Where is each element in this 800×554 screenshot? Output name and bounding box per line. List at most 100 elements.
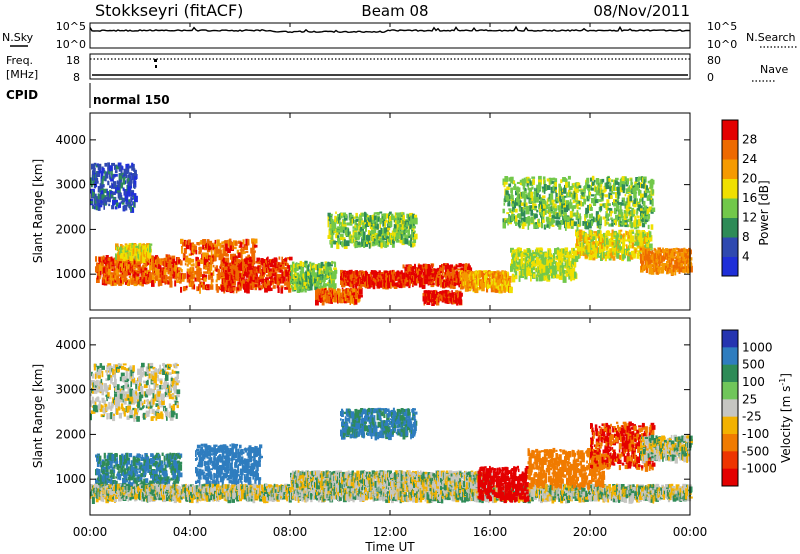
data-cell [127,264,132,270]
data-cell [618,237,622,243]
data-cell [363,271,366,275]
data-cell [234,265,239,271]
data-cell [101,166,104,170]
data-cell [271,281,274,285]
data-cell [109,262,113,268]
data-cell [502,271,505,274]
data-cell [337,220,339,225]
data-cell [359,270,363,274]
data-cell [107,191,109,195]
data-cell [289,256,293,261]
data-cell [626,231,628,236]
data-cell [330,264,333,267]
data-cell [155,275,159,280]
freq-spike-1 [154,59,157,62]
data-cell [107,195,110,200]
data-cell [346,222,351,226]
data-cell [259,261,263,264]
data-cell [135,255,138,261]
data-cell [215,268,220,272]
data-cell [258,282,261,287]
data-cell [114,170,118,174]
data-cell [669,255,672,260]
data-cell [592,251,596,256]
data-cell [145,273,149,279]
data-cell [214,239,217,244]
data-cell [451,272,454,279]
data-cell [634,248,637,254]
data-cell [479,270,483,278]
data-cell [677,252,681,257]
data-cell [306,273,308,280]
data-cell [144,270,148,276]
data-cell [112,174,115,179]
data-cell [269,277,274,282]
data-cell [592,255,595,258]
data-cell [408,271,410,277]
data-cell [343,215,348,221]
data-cell [232,256,235,260]
data-cell [203,239,207,243]
data-cell [95,180,99,184]
data-cell [377,276,380,283]
data-cell [352,271,355,278]
data-cell [438,275,440,282]
data-cell [507,283,511,287]
data-cell [287,265,291,269]
nave-tick-high: 80 [707,54,721,67]
data-cell [102,175,106,181]
data-cell [539,259,542,263]
data-cell [145,259,149,266]
data-cell [633,251,636,255]
data-cell [302,262,305,267]
data-cell [284,267,288,271]
data-cell [366,272,369,277]
data-cell [676,268,680,273]
data-cell [128,199,131,202]
data-cell [268,268,273,272]
data-cell [190,258,195,263]
data-cell [133,258,138,265]
data-cell [346,295,350,298]
data-cell [131,265,134,273]
data-cell [116,184,120,191]
data-cell [205,265,209,268]
data-cell [611,245,615,253]
data-cell [106,274,109,282]
data-cell [636,239,639,247]
data-cell [224,240,228,247]
data-cell [430,290,432,294]
data-cell [273,258,278,263]
data-cell [421,282,426,289]
data-cell [377,217,380,222]
data-cell [330,237,333,241]
data-cell [251,256,254,260]
data-cell [92,180,95,184]
data-cell [261,275,264,282]
freq-spike-2 [155,65,157,68]
data-cell [465,278,470,282]
data-cell [110,190,114,195]
data-cell [199,246,202,253]
data-cell [482,272,484,279]
data-cell [533,260,537,267]
data-cell [307,269,309,276]
data-cell [477,276,481,282]
data-cell [226,260,229,265]
data-cell [641,264,644,268]
data-cell [370,224,374,229]
data-cell [418,281,423,288]
data-cell [550,269,554,276]
data-cell [169,264,173,270]
data-cell [379,280,384,287]
data-cell [118,274,121,277]
data-cell [300,266,305,274]
data-cell [116,272,119,277]
data-cell [117,162,122,167]
data-cell [577,236,580,242]
data-cell [126,249,131,252]
data-cell [336,232,339,237]
data-cell [672,250,677,254]
data-cell [543,265,548,271]
data-cell [432,263,435,267]
